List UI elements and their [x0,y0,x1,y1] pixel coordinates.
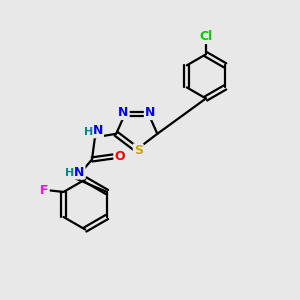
Text: S: S [134,144,143,158]
Text: H: H [84,127,93,137]
Text: N: N [74,166,85,178]
Text: F: F [40,184,49,197]
Text: Cl: Cl [199,30,213,43]
Text: H: H [65,168,74,178]
Text: N: N [145,106,155,119]
Text: N: N [118,106,129,119]
Text: N: N [93,124,103,137]
Text: O: O [114,150,125,163]
